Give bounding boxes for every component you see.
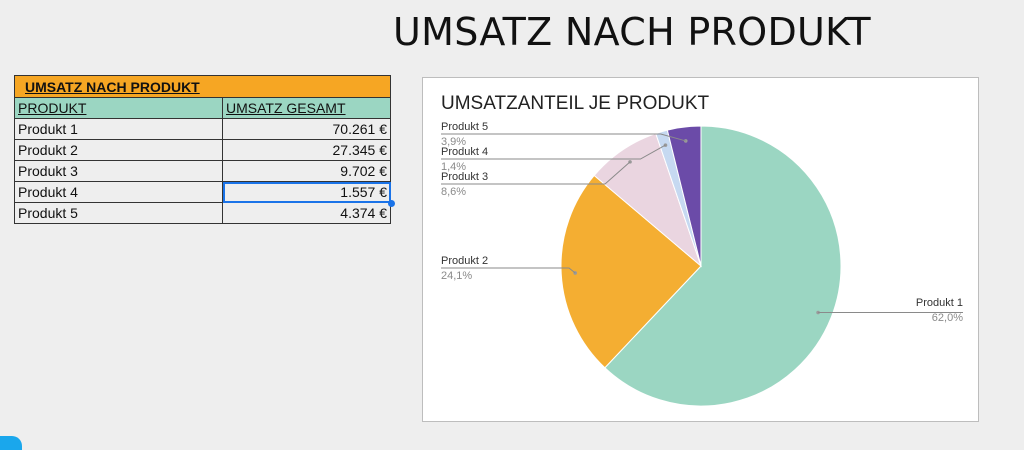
leader-line — [441, 161, 631, 185]
product-cell[interactable]: Produkt 5 — [14, 202, 223, 224]
slice-percent-label: 8,6% — [441, 186, 466, 198]
fill-handle[interactable] — [388, 200, 395, 207]
table-row: Produkt 4 1.557 € — [14, 181, 395, 207]
table-title[interactable]: UMSATZ NACH PRODUKT — [14, 75, 391, 98]
revenue-table: UMSATZ NACH PRODUKT PRODUKT UMSATZ GESAM… — [14, 75, 395, 224]
pie-slice-5[interactable] — [666, 125, 702, 267]
slice-label: Produkt 2 — [441, 255, 488, 267]
product-cell[interactable]: Produkt 4 — [14, 181, 223, 203]
slice-percent-label: 62,0% — [932, 312, 963, 324]
slice-label: Produkt 4 — [441, 146, 488, 158]
leader-line — [441, 267, 576, 274]
revenue-cell[interactable]: 9.702 € — [222, 160, 391, 182]
pie-chart[interactable]: UMSATZANTEIL JE PRODUKT Produkt 1 62,0% Pr… — [422, 77, 979, 422]
page-title: UMSATZ NACH PRODUKT — [393, 10, 871, 54]
slice-percent-label: 3,9% — [441, 136, 466, 148]
chat-bubble-icon[interactable] — [0, 436, 22, 450]
column-header-revenue[interactable]: UMSATZ GESAMT — [222, 97, 391, 119]
product-cell[interactable]: Produkt 3 — [14, 160, 223, 182]
slice-label: Produkt 1 — [916, 297, 963, 309]
leader-line — [441, 133, 686, 142]
revenue-cell[interactable]: 4.374 € — [222, 202, 391, 224]
leader-dot — [683, 139, 688, 143]
table-row: Produkt 2 27.345 € — [14, 139, 391, 161]
pie-slice-2[interactable] — [560, 174, 702, 369]
slice-percent-label: 24,1% — [441, 270, 472, 282]
table-row: Produkt 3 9.702 € — [14, 160, 391, 182]
pie-slice-1[interactable] — [604, 125, 842, 407]
column-header-product[interactable]: PRODUKT — [14, 97, 223, 119]
product-cell[interactable]: Produkt 1 — [14, 118, 223, 140]
slice-label: Produkt 5 — [441, 121, 488, 133]
product-cell[interactable]: Produkt 2 — [14, 139, 223, 161]
revenue-cell-text: 1.557 € — [340, 184, 387, 200]
revenue-cell[interactable]: 27.345 € — [222, 139, 391, 161]
table-row: Produkt 1 70.261 € — [14, 118, 391, 140]
revenue-cell-selected[interactable]: 1.557 € — [222, 181, 395, 207]
pie-chart-canvas: Produkt 1 62,0% Produkt 2 24,1% Produkt 3 8,6… — [441, 121, 963, 407]
leader-line — [441, 144, 666, 160]
slice-label: Produkt 3 — [441, 171, 488, 183]
slice-percent-label: 1,4% — [441, 161, 466, 173]
table-row: Produkt 5 4.374 € — [14, 202, 391, 224]
chart-title: UMSATZANTEIL JE PRODUKT — [441, 93, 710, 114]
revenue-cell[interactable]: 70.261 € — [222, 118, 391, 140]
